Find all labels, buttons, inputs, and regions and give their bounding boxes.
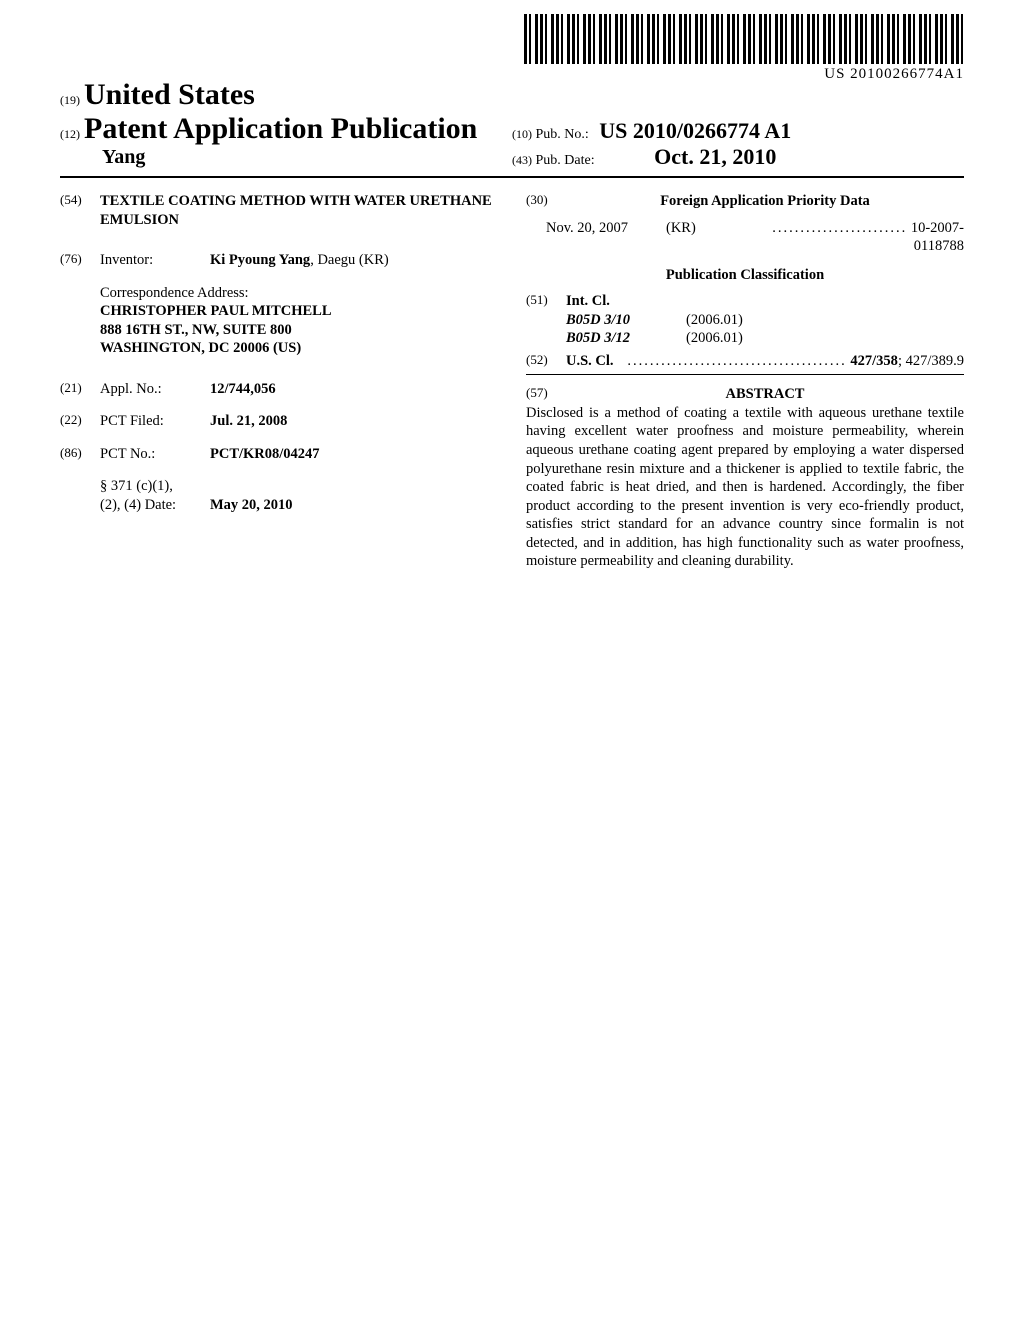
priority-date: Nov. 20, 2007 bbox=[546, 219, 666, 256]
spacer2 bbox=[210, 477, 498, 496]
inventor-label: Inventor: bbox=[100, 251, 210, 270]
corr-line-3: WASHINGTON, DC 20006 (US) bbox=[100, 339, 498, 358]
intcl-label: Int. Cl. bbox=[566, 292, 610, 311]
pct-no: PCT/KR08/04247 bbox=[210, 445, 498, 464]
pct-no-label: PCT No.: bbox=[100, 445, 210, 464]
uscl-dots: ....................................... bbox=[627, 353, 846, 369]
priority-country: (KR) bbox=[666, 219, 726, 256]
intcl-2-code: B05D 3/12 bbox=[566, 329, 686, 348]
code-54: (54) bbox=[60, 192, 100, 229]
code-43: (43) bbox=[512, 153, 532, 167]
left-column: (54) TEXTILE COATING METHOD WITH WATER U… bbox=[60, 192, 498, 571]
author-line: Yang bbox=[102, 146, 512, 169]
code-57: (57) bbox=[526, 385, 566, 404]
code-10: (10) bbox=[512, 127, 532, 141]
thin-rule bbox=[526, 374, 964, 375]
s371-date: May 20, 2010 bbox=[210, 496, 498, 515]
abstract-label: ABSTRACT bbox=[566, 385, 964, 404]
invention-title: TEXTILE COATING METHOD WITH WATER URETHA… bbox=[100, 192, 498, 229]
pub-no-label: Pub. No.: bbox=[536, 127, 589, 142]
code-19: (19) bbox=[60, 93, 80, 107]
spacer bbox=[60, 477, 100, 496]
uscl-label: U.S. Cl. bbox=[566, 352, 626, 371]
barcode-text: US 20100266774A1 bbox=[524, 66, 964, 83]
body-columns: (54) TEXTILE COATING METHOD WITH WATER U… bbox=[60, 192, 964, 571]
pct-filed-label: PCT Filed: bbox=[100, 412, 210, 431]
pub-no: US 2010/0266774 A1 bbox=[599, 118, 791, 143]
inventor-loc: , Daegu (KR) bbox=[310, 252, 389, 268]
appl-no-label: Appl. No.: bbox=[100, 380, 210, 399]
pub-class-label: Publication Classification bbox=[526, 266, 964, 285]
abstract-text: Disclosed is a method of coating a texti… bbox=[526, 404, 964, 571]
correspondence-block: Correspondence Address: CHRISTOPHER PAUL… bbox=[100, 284, 498, 358]
spacer3 bbox=[60, 496, 100, 515]
pub-date: Oct. 21, 2010 bbox=[654, 144, 776, 169]
inventor-name: Ki Pyoung Yang bbox=[210, 252, 310, 268]
code-86: (86) bbox=[60, 445, 100, 464]
intcl-2-ver: (2006.01) bbox=[686, 329, 743, 348]
header-rule bbox=[60, 176, 964, 178]
barcode-block: US 20100266774A1 bbox=[524, 14, 964, 83]
intcl-1-ver: (2006.01) bbox=[686, 311, 743, 330]
code-52: (52) bbox=[526, 352, 566, 371]
code-22: (22) bbox=[60, 412, 100, 431]
foreign-priority-label: Foreign Application Priority Data bbox=[566, 192, 964, 211]
intcl-1-code: B05D 3/10 bbox=[566, 311, 686, 330]
code-12: (12) bbox=[60, 127, 80, 141]
code-21: (21) bbox=[60, 380, 100, 399]
s371-label-1: § 371 (c)(1), bbox=[100, 477, 210, 496]
corr-line-1: CHRISTOPHER PAUL MITCHELL bbox=[100, 302, 498, 321]
corr-label: Correspondence Address: bbox=[100, 284, 498, 303]
header: (19) United States (12) Patent Applicati… bbox=[60, 78, 964, 178]
right-column: (30) Foreign Application Priority Data N… bbox=[526, 192, 964, 571]
code-30: (30) bbox=[526, 192, 566, 211]
publication-type: Patent Application Publication bbox=[84, 112, 477, 145]
barcode-graphic bbox=[524, 14, 964, 64]
uscl-val-rest: ; 427/389.9 bbox=[898, 353, 964, 369]
pub-date-label: Pub. Date: bbox=[536, 153, 595, 168]
priority-dots: ........................ bbox=[772, 220, 907, 236]
priority-no: 10-2007-0118788 bbox=[911, 220, 964, 255]
code-51: (51) bbox=[526, 292, 566, 311]
uscl-val-bold: 427/358 bbox=[850, 353, 898, 369]
code-76: (76) bbox=[60, 251, 100, 270]
country: United States bbox=[84, 78, 255, 111]
pct-filed: Jul. 21, 2008 bbox=[210, 412, 498, 431]
appl-no: 12/744,056 bbox=[210, 380, 498, 399]
s371-label-2: (2), (4) Date: bbox=[100, 496, 210, 515]
corr-line-2: 888 16TH ST., NW, SUITE 800 bbox=[100, 321, 498, 340]
